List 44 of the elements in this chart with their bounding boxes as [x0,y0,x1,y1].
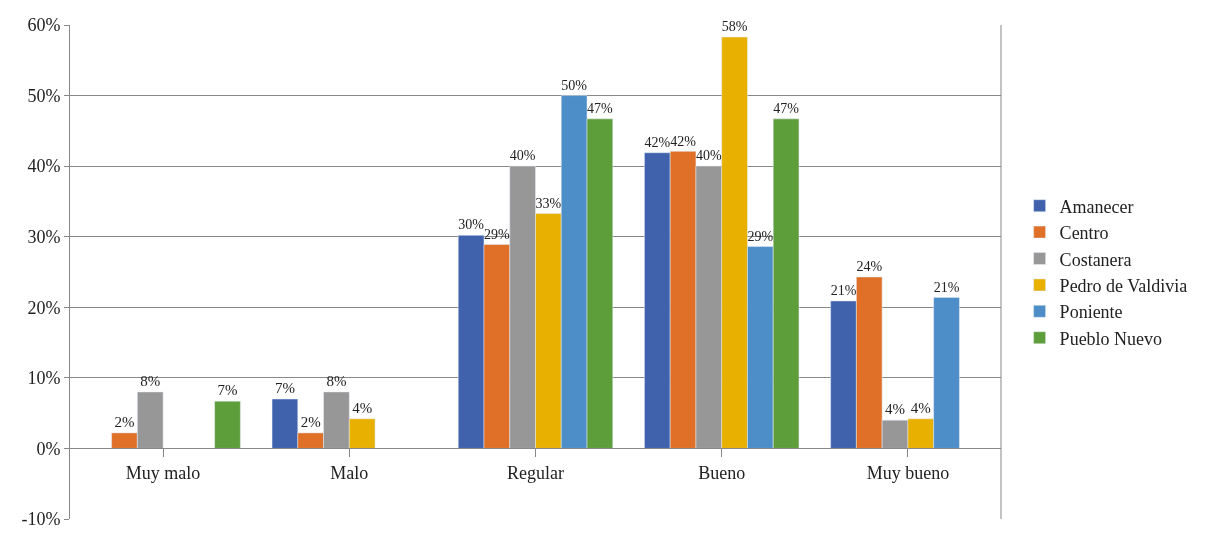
data-label: 40% [509,147,536,164]
data-label: 58% [721,18,748,35]
x-tick-label: Bueno [698,463,746,484]
y-tick-label: 30% [27,227,61,248]
data-label: 40% [695,147,722,164]
y-tick-label: -10% [21,509,61,530]
data-label: 21% [933,278,960,295]
legend-label: Costanera [1059,249,1132,270]
data-label: 33% [535,194,562,211]
legend-label: Pedro de Valdivia [1059,275,1188,296]
data-label: 29% [483,225,511,242]
data-label: 24% [856,258,883,275]
data-label: 47% [773,100,800,117]
y-tick-label: 0% [36,438,61,459]
data-label: 7% [274,380,295,397]
bar [214,400,241,449]
data-label: 4% [885,401,906,418]
y-tick-label: 10% [27,368,61,389]
data-label: 42% [670,132,697,149]
legend-label: Pueblo Nuevo [1059,328,1163,349]
legend-label: Centro [1059,223,1109,244]
data-label: 50% [561,76,588,93]
y-tick-label: 40% [27,156,61,177]
data-label: 29% [747,227,774,244]
legend-label: Poniente [1059,302,1123,323]
legend-label: Amanecer [1059,196,1134,217]
y-tick-label: 60% [27,15,61,36]
x-tick-label: Muy bueno [866,463,950,484]
data-label: 2% [114,413,135,430]
data-label: 8% [140,372,161,389]
data-label: 4% [910,399,931,416]
x-tick-label: Malo [330,463,369,484]
data-label: 2% [300,413,321,430]
data-label: 30% [458,216,485,233]
y-tick-label: 20% [27,297,61,318]
x-tick-label: Muy malo [125,463,201,484]
data-label: 42% [644,133,671,150]
data-label: 7% [217,382,238,399]
data-label: 21% [830,282,857,299]
data-label: 47% [587,100,614,117]
data-label: 8% [326,372,347,389]
data-label: 4% [352,399,373,416]
y-tick-label: 50% [27,85,61,106]
x-tick-label: Regular [507,463,564,484]
